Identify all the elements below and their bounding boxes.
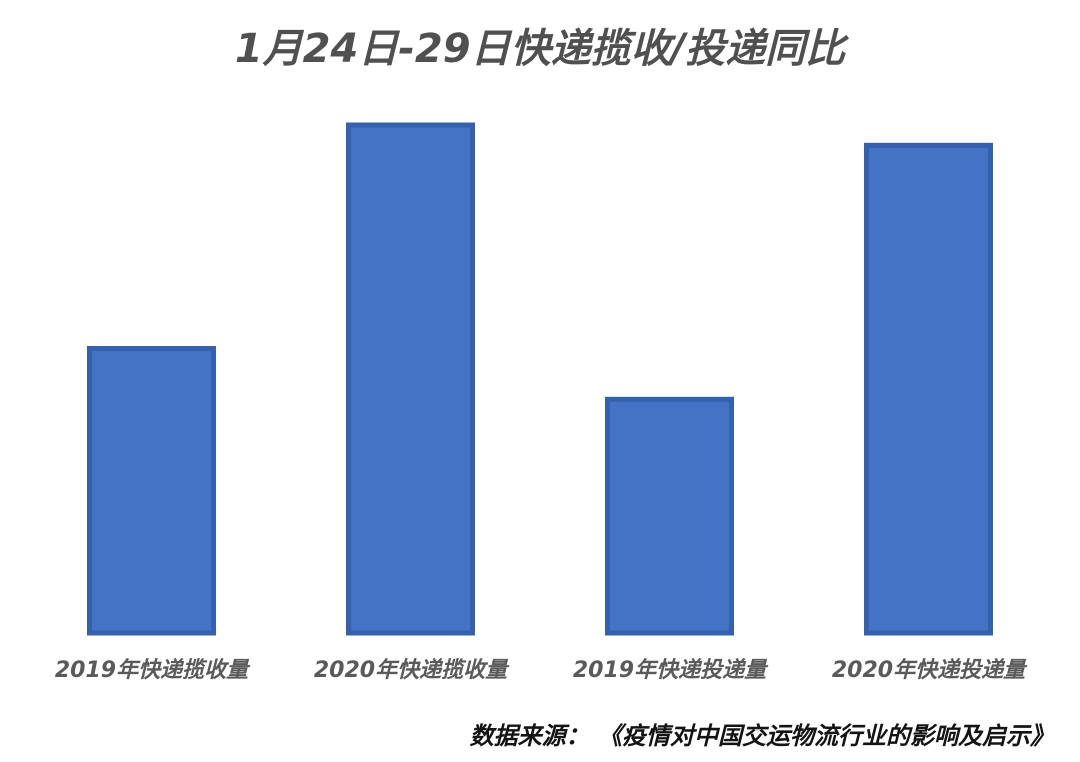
bar-4 [864, 142, 993, 636]
x-tick-label: 2019年快递投递量 [573, 657, 769, 683]
data-source-note: 数据来源： 《疫情对中国交运物流行业的影响及启示》 [469, 722, 1054, 750]
bar-3 [605, 396, 734, 636]
x-tick-label: 2019年快递揽收量 [55, 657, 251, 683]
bars-group [87, 122, 993, 636]
bar-2 [346, 122, 475, 636]
x-tick-label: 2020年快递揽收量 [314, 657, 510, 683]
x-tick-labels: 2019年快递揽收量 2020年快递揽收量 2019年快递投递量 2020年快递投递量 [55, 657, 1028, 683]
x-tick-label: 2020年快递投递量 [832, 657, 1028, 683]
chart-title: 1月24日-29日快递揽收/投递同比 [234, 26, 846, 72]
bar-1 [87, 346, 216, 636]
